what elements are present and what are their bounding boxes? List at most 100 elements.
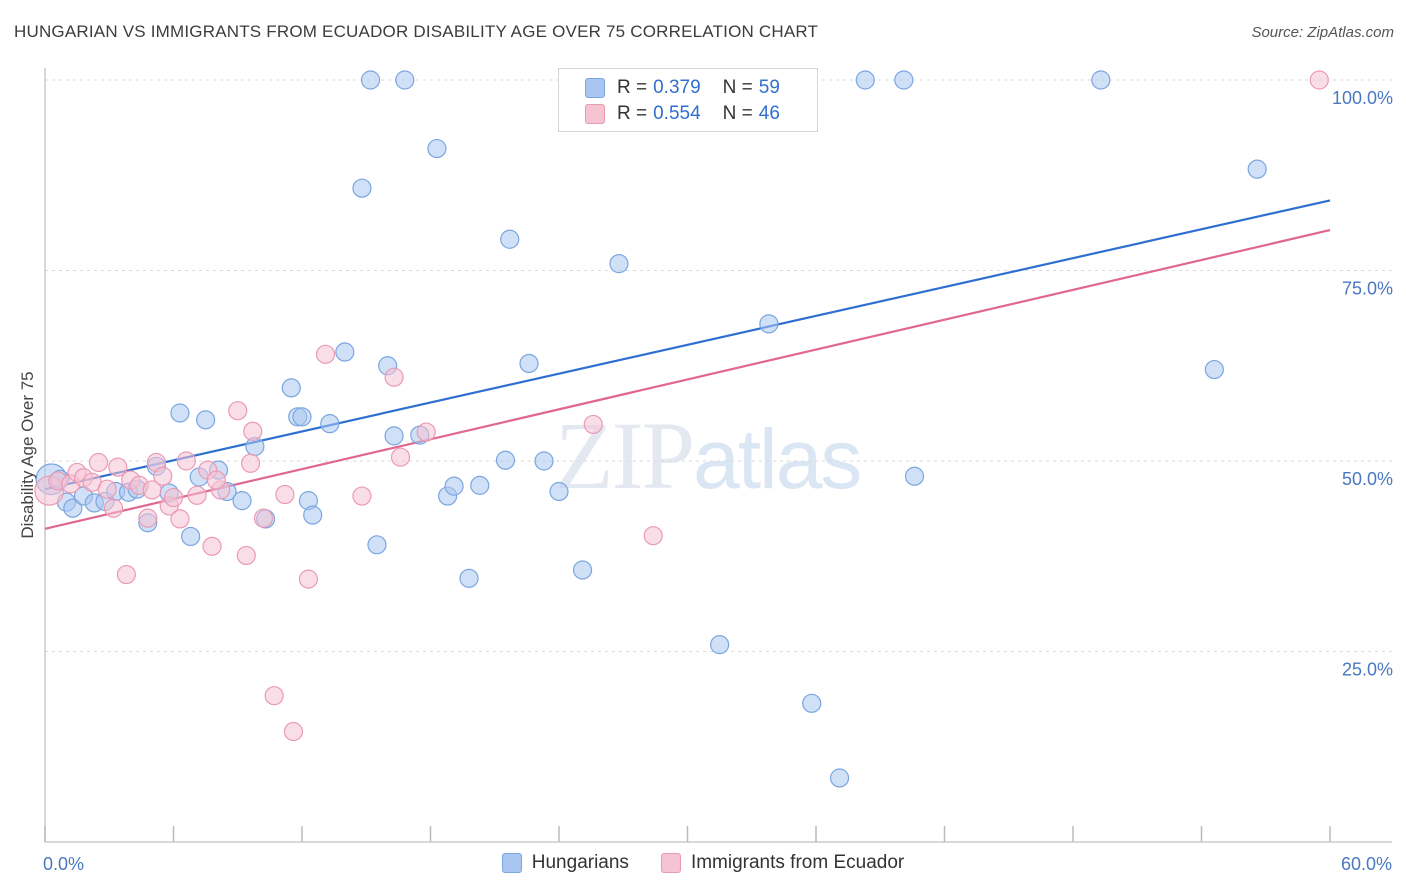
- data-point-hungarians: [759, 314, 779, 334]
- legend-row-hungarians: R = 0.379 N = 59: [585, 76, 802, 100]
- data-point-hungarians: [904, 466, 925, 486]
- data-point-ecuador: [416, 422, 436, 442]
- data-point-hungarians: [63, 498, 83, 518]
- data-point-ecuador: [384, 367, 404, 387]
- data-point-ecuador: [298, 569, 319, 589]
- data-point-ecuador: [187, 485, 207, 505]
- data-point-ecuador: [1309, 70, 1329, 90]
- axis-labels: 100.0% 75.0% 50.0% 25.0% 0.0% 60.0% Disability…: [18, 88, 1393, 874]
- data-point-hungarians: [549, 481, 569, 502]
- trend-lines: [44, 199, 1331, 530]
- data-point-hungarians: [710, 635, 730, 655]
- data-point-ecuador: [142, 480, 162, 500]
- y-tick-label: 100.0%: [1332, 88, 1393, 108]
- data-point-hungarians: [855, 70, 875, 90]
- data-point-hungarians: [1247, 159, 1267, 179]
- data-point-ecuador: [583, 414, 603, 435]
- data-point-hungarians: [352, 178, 372, 198]
- data-point-hungarians: [829, 768, 850, 788]
- data-point-hungarians: [1091, 70, 1111, 90]
- series-legend-ecuador[interactable]: Immigrants from Ecuador: [660, 852, 905, 874]
- legend-r-value: 0.554: [653, 103, 701, 124]
- y-tick-label: 25.0%: [1342, 660, 1393, 680]
- y-axis-title: Disability Age Over 75: [18, 371, 37, 538]
- data-point-ecuador: [108, 457, 128, 477]
- data-point-ecuador: [103, 498, 124, 518]
- legend-r-value: 0.379: [653, 77, 701, 98]
- data-point-hungarians: [894, 70, 914, 90]
- data-point-hungarians: [335, 342, 355, 362]
- data-point-ecuador: [153, 466, 173, 486]
- data-point-ecuador: [243, 421, 263, 441]
- data-point-ecuador: [228, 401, 248, 421]
- data-point-hungarians: [303, 505, 323, 525]
- data-point-ecuador: [315, 344, 336, 364]
- data-point-hungarians: [470, 475, 490, 495]
- data-point-ecuador: [283, 721, 304, 742]
- data-point-ecuador: [253, 508, 274, 528]
- data-point-hungarians: [500, 229, 520, 249]
- series-swatch-ecuador: [660, 853, 681, 873]
- series-legend: Hungarians Immigrants from Ecuador: [0, 852, 1406, 874]
- data-point-hungarians: [802, 693, 822, 713]
- data-point-hungarians: [1204, 359, 1224, 380]
- legend-r-label: R =: [617, 103, 648, 124]
- data-point-hungarians: [459, 568, 479, 588]
- series-label-hungarians: Hungarians: [531, 852, 629, 873]
- data-point-hungarians: [444, 476, 464, 496]
- legend-r-label: R =: [617, 77, 648, 98]
- data-point-ecuador: [275, 484, 295, 505]
- legend-n-label: N =: [722, 77, 753, 98]
- data-point-hungarians: [384, 426, 404, 446]
- data-points: [34, 70, 1329, 788]
- data-point-hungarians: [320, 414, 340, 434]
- series-label-ecuador: Immigrants from Ecuador: [690, 852, 905, 873]
- legend-swatch-ecuador: [585, 104, 605, 124]
- data-point-ecuador: [170, 509, 190, 529]
- data-point-hungarians: [360, 70, 381, 90]
- trend-line-ecuador: [44, 229, 1331, 530]
- legend-row-ecuador: R = 0.554 N = 46: [585, 102, 802, 126]
- data-point-hungarians: [281, 378, 301, 398]
- data-point-hungarians: [367, 535, 387, 555]
- data-point-hungarians: [495, 450, 516, 470]
- data-point-hungarians: [181, 526, 201, 547]
- legend-swatch-hungarians: [585, 78, 605, 98]
- watermark: ZIPatlas: [555, 400, 862, 511]
- data-point-hungarians: [534, 451, 554, 471]
- data-point-hungarians: [395, 70, 415, 90]
- trend-line-hungarians: [44, 199, 1331, 491]
- data-point-ecuador: [241, 453, 261, 473]
- data-point-ecuador: [88, 452, 109, 473]
- data-point-ecuador: [116, 564, 136, 585]
- data-point-hungarians: [196, 410, 216, 430]
- data-point-ecuador: [206, 470, 226, 490]
- correlation-legend: R = 0.379 N = 59 R = 0.554 N = 46: [558, 68, 818, 132]
- data-point-hungarians: [427, 138, 447, 159]
- data-point-hungarians: [170, 403, 190, 423]
- data-point-ecuador: [138, 508, 158, 528]
- legend-n-value: 46: [758, 103, 780, 124]
- gridlines: [45, 79, 1392, 652]
- y-tick-label: 50.0%: [1342, 469, 1393, 489]
- series-swatch-hungarians: [501, 853, 522, 873]
- data-point-hungarians: [519, 353, 539, 374]
- data-point-ecuador: [643, 526, 663, 546]
- y-tick-label: 75.0%: [1342, 279, 1393, 299]
- data-point-hungarians: [292, 407, 312, 427]
- data-point-ecuador: [352, 486, 372, 506]
- series-legend-hungarians[interactable]: Hungarians: [501, 852, 629, 874]
- x-tick-label: 0.0%: [43, 854, 84, 874]
- chart-title: HUNGARIAN VS IMMIGRANTS FROM ECUADOR DIS…: [14, 22, 819, 41]
- data-point-ecuador: [163, 487, 184, 508]
- legend-n-value: 59: [758, 77, 780, 98]
- watermark-zip: ZIP: [555, 402, 695, 509]
- data-point-ecuador: [264, 686, 284, 706]
- data-point-ecuador: [97, 479, 117, 499]
- data-point-hungarians: [609, 254, 629, 274]
- source-label: Source: ZipAtlas.com: [1251, 24, 1394, 41]
- data-point-hungarians: [232, 491, 252, 511]
- data-point-ecuador: [202, 536, 222, 556]
- data-point-ecuador: [176, 451, 196, 471]
- data-point-hungarians: [572, 560, 593, 580]
